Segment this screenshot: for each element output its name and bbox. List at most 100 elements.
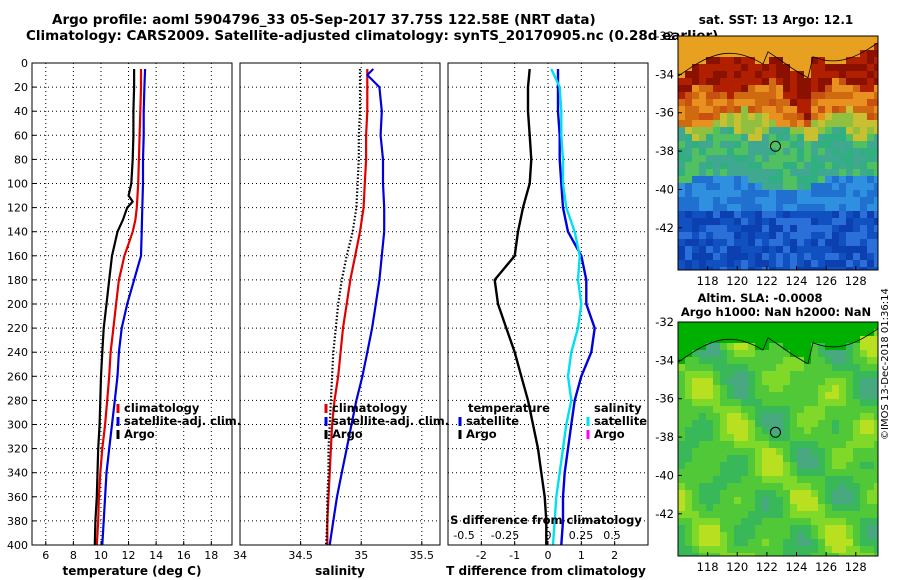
map-cell (699, 350, 707, 358)
map-cell (678, 371, 686, 379)
map-cell (783, 385, 791, 393)
map-cell (874, 50, 878, 58)
map-cell (706, 532, 714, 540)
map-cell (804, 225, 812, 233)
panel-frame (239, 62, 441, 546)
map-cell (685, 476, 693, 484)
map-cell (846, 190, 854, 198)
map-cell (727, 546, 735, 554)
map-cell (741, 490, 749, 498)
series-line-argo (325, 69, 362, 546)
map-cell (790, 78, 798, 86)
map-cell (797, 92, 805, 100)
map-cell (748, 539, 756, 547)
map-cell (783, 511, 791, 519)
map-cell (853, 253, 861, 261)
map-cell (790, 64, 798, 72)
map-cell (692, 246, 700, 254)
map-cell (678, 532, 686, 540)
map-cell (846, 176, 854, 184)
map-cell (839, 462, 847, 470)
map-cell (713, 92, 721, 100)
map-cell (818, 92, 826, 100)
map-cell (678, 490, 686, 498)
map-cell (699, 378, 707, 386)
map-cell (839, 518, 847, 526)
map-cell (748, 253, 756, 261)
map-cell (727, 329, 735, 337)
map-cell (804, 169, 812, 177)
map-cell (867, 253, 875, 261)
map-cell (783, 225, 791, 233)
map-cell (741, 385, 749, 393)
map-cell (790, 218, 798, 226)
map-cell (720, 469, 728, 477)
legend-temperature-title: temperature (468, 401, 550, 415)
map-cell (769, 204, 777, 212)
map-cell (776, 211, 784, 219)
map-cell (706, 176, 714, 184)
map-cell (699, 364, 707, 372)
map-cell (748, 155, 756, 163)
map-cell (734, 92, 742, 100)
map-cell (797, 218, 805, 226)
map-cell (797, 427, 805, 435)
map-cell (678, 322, 686, 330)
map-cell (818, 106, 826, 114)
map-cell (699, 50, 707, 58)
map-cell (839, 64, 847, 72)
map-cell (748, 511, 756, 519)
map-cell (755, 322, 763, 330)
map-cell (713, 155, 721, 163)
map-cell (685, 336, 693, 344)
map-cell (762, 469, 770, 477)
map-cell (804, 183, 812, 191)
map-cell (741, 197, 749, 205)
map-cell (818, 420, 826, 428)
map-cell (720, 539, 728, 547)
map-cell (790, 253, 798, 261)
map-cell (825, 483, 833, 491)
map-cell (825, 64, 833, 72)
map-cell (797, 392, 805, 400)
map-y-tick-label: -36 (655, 106, 674, 120)
map-cell (699, 92, 707, 100)
map-cell (790, 455, 798, 463)
map-cell (685, 99, 693, 107)
map-cell (839, 490, 847, 498)
map-cell (804, 329, 812, 337)
map-cell (867, 64, 875, 72)
map-cell (790, 134, 798, 142)
map-cell (853, 57, 861, 65)
map-cell (678, 420, 686, 428)
map-cell (867, 546, 875, 554)
map-cell (727, 469, 735, 477)
map-cell (720, 197, 728, 205)
map-cell (839, 455, 847, 463)
map-cell (762, 190, 770, 198)
map-cell (762, 427, 770, 435)
map-cell (699, 434, 707, 442)
map-cell (734, 260, 742, 268)
y-tick-label: 0 (21, 57, 28, 70)
map-cell (720, 385, 728, 393)
map-cell (839, 85, 847, 93)
map-cell (867, 427, 875, 435)
map-cell (853, 120, 861, 128)
map-cell (706, 546, 714, 554)
map-cell (713, 511, 721, 519)
map-cell (811, 120, 819, 128)
map-cell (755, 441, 763, 449)
map-cell (846, 399, 854, 407)
map-cell (832, 85, 840, 93)
map-cell (797, 546, 805, 554)
map-cell (867, 511, 875, 519)
map-cell (769, 141, 777, 149)
map-cell (713, 78, 721, 86)
map-cell (846, 204, 854, 212)
map-cell (846, 211, 854, 219)
map-cell (713, 211, 721, 219)
map-cell (734, 204, 742, 212)
x-tick-label: 16 (177, 549, 191, 562)
map-cell (713, 120, 721, 128)
